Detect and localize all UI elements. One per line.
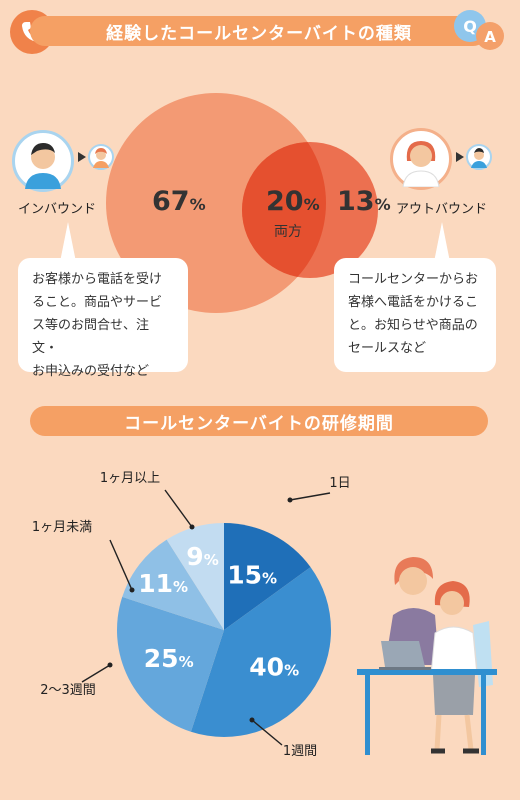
outbound-operator-avatar [390, 128, 452, 190]
male-operator-icon [25, 143, 61, 189]
qa-icon: Q A [454, 10, 504, 50]
both-label: 両方 [274, 224, 302, 240]
inbound-percent: 67% [152, 186, 206, 217]
inbound-description: お客様から電話を受け ること。商品やサービ ス等のお問合せ、注文・ お申込みの受… [18, 258, 188, 379]
pie-leader-line [251, 719, 283, 746]
pie-category-label: 1ヶ月未満 [32, 520, 92, 535]
pie-leader-dot [107, 662, 113, 668]
pie-slice [122, 539, 224, 630]
section-title-types: 経験したコールセンターバイトの種類 [30, 16, 488, 46]
inbound-label: インバウンド [18, 202, 97, 217]
pie-slice [224, 523, 311, 630]
pie-category-label: 1ヶ月以上 [100, 471, 160, 486]
pie-leader-dot [129, 587, 135, 593]
inbound-callout-tail [60, 222, 76, 262]
female-operator-icon [402, 141, 440, 188]
pie-category-label: 1日 [329, 476, 350, 491]
pie-slice [166, 523, 224, 630]
pie-category-label: 1週間 [283, 744, 317, 759]
venn-diagram [106, 93, 378, 313]
pie-leader-dot [189, 524, 195, 530]
pie-category-label: 2〜3週間 [40, 683, 96, 698]
outbound-customer-avatar [466, 144, 492, 170]
pie-leader-line [81, 664, 111, 683]
arrow-right-icon [456, 152, 464, 162]
both-percent: 20% [266, 186, 320, 217]
pie-slice-percent: 40% [249, 652, 299, 681]
pie-slice [190, 567, 331, 737]
svg-text:Q: Q [463, 17, 477, 36]
pie-leader-line [289, 492, 331, 501]
svg-text:A: A [484, 28, 496, 46]
pie-leader-line [109, 539, 133, 591]
outbound-description: コールセンターからお 客様へ電話をかけるこ と。お知らせや商品の セールスなど [334, 258, 496, 372]
section-title-training: コールセンターバイトの研修期間 [30, 406, 488, 436]
pie-leader-dot [287, 497, 293, 503]
operators-desk-illustration [357, 557, 497, 755]
pie-leader-line [164, 489, 193, 528]
arrow-right-icon [78, 152, 86, 162]
venn-overlap [242, 142, 326, 278]
outbound-label: アウトバウンド [396, 202, 488, 217]
inbound-operator-avatar [12, 130, 74, 192]
pie-slice-percent: 25% [144, 644, 194, 673]
inbound-customer-avatar [88, 144, 114, 170]
pie-slice-percent: 15% [227, 561, 277, 590]
pie-leader-dot [249, 717, 255, 723]
pie-slice-percent: 9% [186, 542, 218, 571]
outbound-callout-tail [434, 222, 450, 262]
pie-slice-percent: 11% [138, 569, 188, 598]
pie-slice [116, 596, 224, 732]
outbound-percent: 13% [337, 186, 391, 217]
